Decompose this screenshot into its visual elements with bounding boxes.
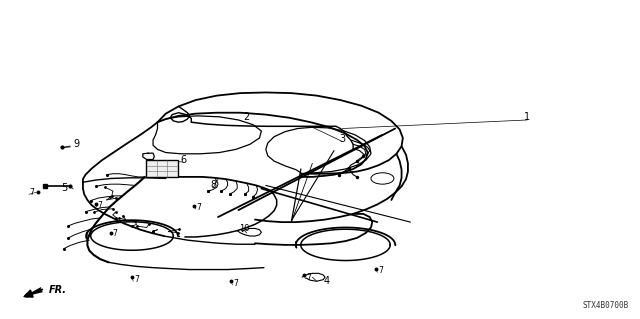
Text: FR.: FR. <box>49 285 67 295</box>
Text: 2: 2 <box>244 112 250 122</box>
FancyBboxPatch shape <box>146 160 178 177</box>
Text: 9: 9 <box>74 139 79 149</box>
Text: 7: 7 <box>306 273 311 282</box>
Text: 8: 8 <box>210 181 216 190</box>
Text: STX4B0700B: STX4B0700B <box>583 301 629 310</box>
Text: 10: 10 <box>239 224 250 233</box>
Text: 3: 3 <box>339 134 346 144</box>
Text: 7: 7 <box>196 203 202 212</box>
Text: 5: 5 <box>61 183 67 193</box>
Text: 4: 4 <box>323 276 330 286</box>
Text: 1: 1 <box>524 112 530 122</box>
Text: 7: 7 <box>378 266 383 275</box>
Text: 7: 7 <box>98 201 102 210</box>
Text: 6: 6 <box>180 154 186 165</box>
Text: 7: 7 <box>134 275 139 284</box>
Text: 7: 7 <box>113 229 117 238</box>
Text: 7: 7 <box>234 279 238 288</box>
Text: 7: 7 <box>29 188 35 197</box>
